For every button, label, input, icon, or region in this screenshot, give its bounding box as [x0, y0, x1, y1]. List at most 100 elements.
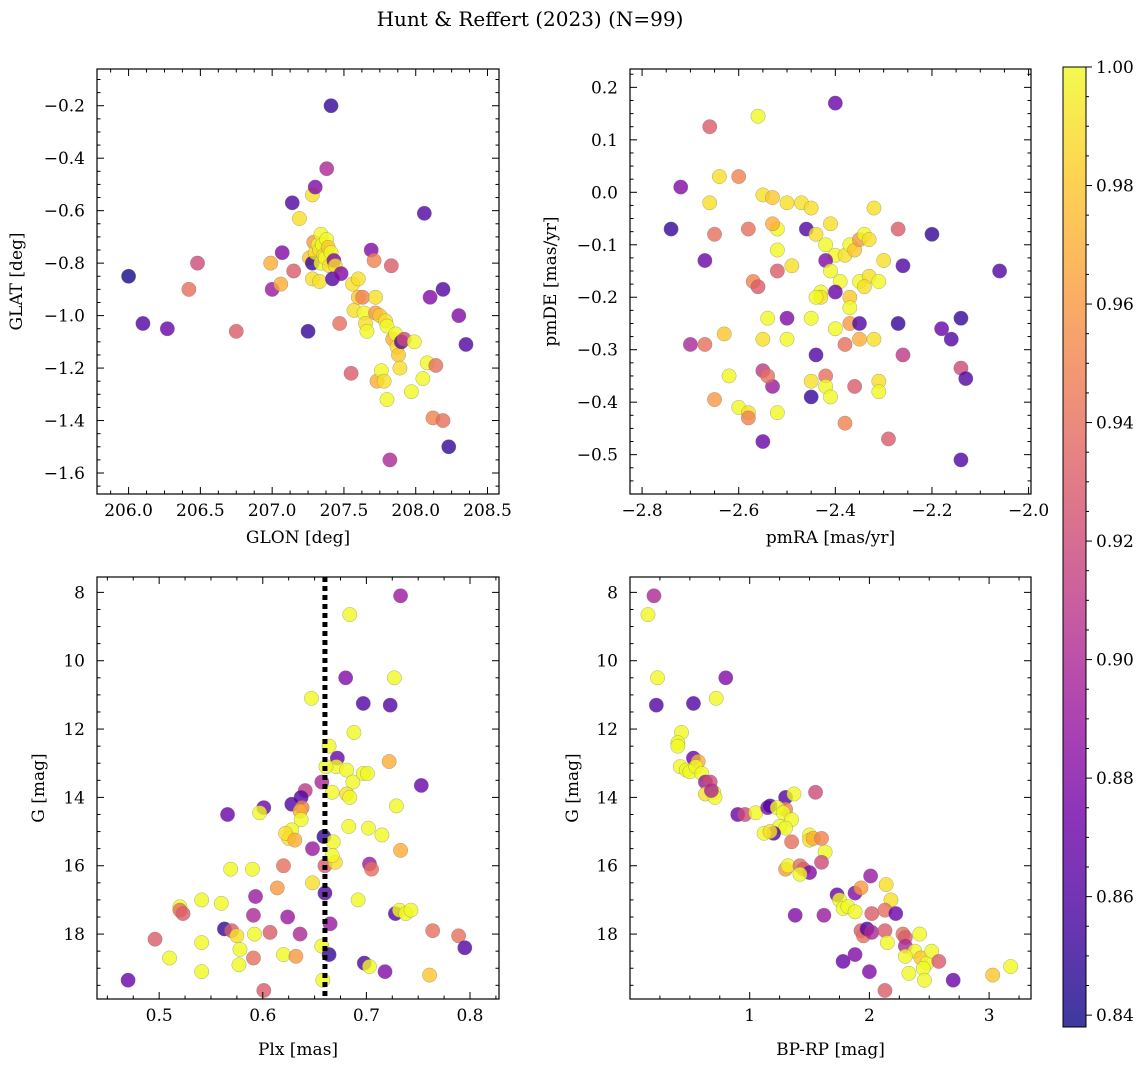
ticks	[97, 69, 499, 494]
data-point	[897, 948, 913, 964]
x-tick-label: 206.5	[176, 501, 225, 521]
data-point	[244, 861, 260, 877]
y-tick-label: 10	[596, 652, 618, 672]
data-point	[393, 588, 409, 604]
data-point	[702, 119, 718, 135]
data-point	[181, 281, 197, 297]
data-point	[364, 861, 380, 877]
data-point	[877, 983, 893, 998]
y-tick-label: 18	[63, 925, 85, 945]
data-point	[341, 818, 357, 834]
data-point	[355, 695, 371, 711]
y-tick-label: 12	[63, 720, 85, 740]
x-tick-label: −2.4	[815, 501, 856, 521]
y-tick-label: −1.0	[44, 307, 85, 327]
data-point	[769, 242, 785, 258]
data-point	[685, 695, 701, 711]
data-point	[808, 289, 824, 305]
data-point	[814, 854, 829, 870]
x-tick-label: −2.8	[621, 501, 662, 521]
data-point	[190, 255, 205, 271]
data-point	[808, 784, 823, 800]
scatter-points	[663, 95, 1008, 468]
data-point	[274, 245, 290, 261]
data-point	[827, 284, 843, 300]
data-point	[784, 834, 800, 850]
data-point	[901, 965, 917, 981]
data-point	[888, 906, 904, 922]
x-tick-label: 208.5	[463, 501, 512, 521]
data-point	[319, 161, 335, 177]
data-point	[847, 378, 863, 394]
data-point	[435, 281, 451, 297]
data-point	[121, 268, 137, 284]
data-point	[707, 392, 722, 408]
data-point	[245, 907, 261, 923]
x-tick-label: 207.5	[320, 501, 369, 521]
data-point	[263, 255, 279, 271]
data-point	[708, 690, 724, 706]
data-point	[803, 373, 819, 389]
data-point	[663, 221, 679, 237]
ticks	[97, 577, 499, 999]
axes-frame	[629, 68, 1032, 495]
data-point	[382, 697, 398, 713]
axes-frame	[96, 68, 500, 495]
colorbar-tick-label: 0.98	[1096, 177, 1134, 197]
data-point	[377, 964, 393, 980]
data-point	[648, 697, 664, 713]
y-tick-label: −0.5	[577, 446, 618, 466]
data-point	[827, 95, 843, 111]
data-point	[917, 972, 932, 988]
y-tick-label: 16	[596, 857, 618, 877]
data-point	[769, 405, 785, 421]
data-point	[213, 895, 229, 911]
data-point	[304, 690, 319, 706]
y-tick-label: 8	[74, 583, 85, 603]
colorbar-tick-label: 1.00	[1096, 58, 1134, 78]
data-point	[323, 98, 339, 114]
data-point	[382, 452, 398, 468]
colorbar-tick-label: 0.92	[1096, 532, 1134, 552]
data-point	[912, 926, 928, 942]
colorbar: 0.84 0.86 0.88 0.90 0.92 0.94 0.96 0.98 1.00	[1062, 58, 1134, 1028]
data-point	[827, 321, 843, 337]
data-point	[252, 805, 268, 821]
data-point	[220, 807, 235, 822]
data-point	[338, 670, 354, 686]
data-point	[837, 415, 853, 431]
data-point	[273, 276, 289, 292]
data-point	[1003, 959, 1019, 974]
y-tick-label: −0.8	[44, 254, 85, 274]
data-point	[366, 253, 382, 268]
y-axis-label: G [mag]	[29, 753, 49, 822]
data-point	[650, 670, 665, 686]
data-point	[890, 316, 906, 331]
data-point	[457, 940, 473, 956]
data-point	[878, 877, 894, 892]
data-point	[194, 935, 210, 951]
data-point	[814, 830, 829, 846]
data-point	[864, 924, 880, 940]
data-point	[305, 841, 320, 857]
data-point	[895, 347, 911, 363]
data-point	[852, 316, 867, 331]
data-point	[711, 169, 727, 185]
data-point	[333, 266, 349, 282]
colorbar-tick-label: 0.90	[1096, 651, 1134, 671]
data-point	[760, 368, 776, 384]
data-point	[816, 907, 832, 923]
data-point	[755, 331, 771, 347]
data-point	[286, 263, 302, 279]
data-point	[194, 964, 210, 980]
x-axis-label: BP-RP [mag]	[776, 1040, 885, 1060]
panel-glon-glat: 206.0 206.5 207.0 207.5 208.0 208.5 −1.6 −1.4 −1…	[7, 68, 512, 548]
data-point	[670, 738, 686, 754]
data-point	[890, 221, 906, 237]
y-tick-label: 16	[63, 857, 85, 877]
data-point	[388, 798, 404, 814]
data-point	[425, 923, 441, 939]
data-point	[823, 263, 838, 279]
data-point	[750, 108, 766, 124]
data-point	[876, 253, 892, 268]
